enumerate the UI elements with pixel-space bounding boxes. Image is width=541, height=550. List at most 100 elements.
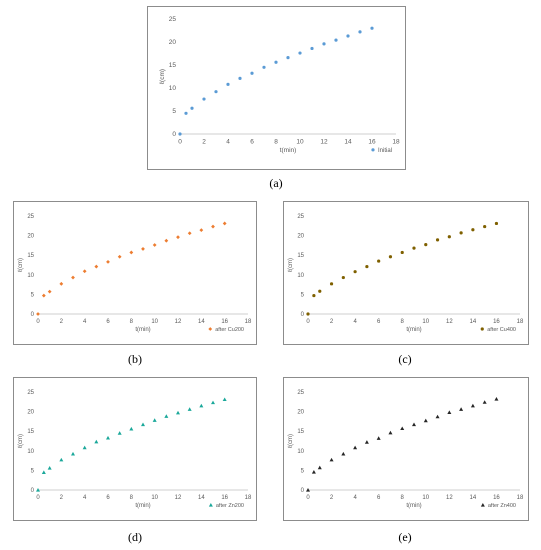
x-tick-label: 14 [198,319,205,325]
x-tick-label: 10 [151,319,158,325]
data-point [412,246,416,250]
data-point [334,38,338,42]
y-axis-label: ℓ(cm) [287,434,294,448]
y-tick-label: 20 [297,410,304,416]
data-point [94,439,99,444]
caption-c: (c) [398,352,412,366]
x-tick-label: 2 [202,139,206,146]
y-axis-label: ℓ(cm) [17,258,24,272]
data-point [141,247,145,251]
chart-d: 0 2 4 6 8 10 12 14 16 18 0 5 10 15 20 25 t(min) ℓ(cm) afte… [17,390,252,509]
x-tick-label: 8 [401,495,405,501]
data-point [226,82,230,86]
data-point [129,250,134,255]
legend-marker [371,148,375,152]
data-point [184,111,188,115]
x-tick-label: 18 [245,495,252,501]
y-tick-label: 0 [31,488,35,494]
legend-marker [208,327,213,331]
data-point [447,235,451,239]
x-tick-label: 18 [392,139,400,146]
x-tick-label: 2 [60,319,64,325]
legend-label: Initial [378,148,392,154]
data-point [187,407,192,411]
x-tick-label: 4 [226,139,230,146]
data-point [176,235,180,240]
data-point [483,224,487,229]
data-point [202,97,206,101]
data-point [152,418,157,422]
data-point [71,275,75,280]
x-tick-label: 16 [493,495,500,501]
x-axis-label: t(min) [406,503,421,509]
y-tick-label: 15 [297,253,304,259]
x-tick-label: 10 [151,495,158,501]
data-point [187,231,192,236]
data-point [41,293,46,298]
x-tick-label: 14 [198,495,205,501]
data-point [346,34,350,38]
data-point [494,397,499,401]
data-point [222,397,227,402]
x-tick-label: 0 [36,495,40,501]
y-tick-label: 15 [297,429,304,435]
x-tick-label: 6 [377,319,381,325]
data-point [199,403,204,408]
data-point [471,228,475,232]
chart-b: 0 2 4 6 8 10 12 14 16 18 0 5 10 15 20 25 t(min) ℓ(cm) afte… [17,214,252,333]
y-tick-label: 0 [172,131,176,138]
data-point [214,90,218,94]
data-point [388,255,393,259]
caption-d: (d) [128,530,142,544]
legend-label: after Cu400 [487,327,516,333]
data-point [117,431,122,435]
x-tick-label: 8 [401,319,405,325]
x-tick-label: 0 [36,319,40,325]
x-tick-label: 18 [245,319,252,325]
y-tick-label: 15 [27,253,34,259]
x-axis-label: t(min) [280,147,297,154]
x-axis-label: t(min) [135,503,150,509]
chart-c: 0 2 4 6 8 10 12 14 16 18 0 5 10 15 20 25 t(min) ℓ(cm) afte… [287,214,524,333]
legend-marker [208,503,213,507]
x-tick-label: 12 [175,319,182,325]
data-point [400,250,404,255]
data-point [447,410,452,414]
data-point [262,65,266,69]
data-point [94,264,99,269]
y-tick-label: 25 [169,16,177,23]
y-tick-label: 15 [169,62,177,69]
data-point [310,46,314,51]
x-tick-label: 16 [368,139,376,146]
x-axis-label: t(min) [135,327,150,333]
y-tick-label: 25 [297,214,304,220]
data-point [298,51,302,55]
y-tick-label: 5 [31,292,35,298]
data-point [329,457,334,462]
chart-panel-e: 0 2 4 6 8 10 12 14 16 18 0 5 10 15 20 25 t(min) ℓ(cm) afte… [283,377,529,521]
caption-a: (a) [269,176,283,190]
y-tick-label: 5 [301,468,305,474]
x-tick-label: 14 [470,495,477,501]
data-point [412,422,416,427]
data-point [47,466,52,470]
data-point [370,26,374,30]
data-point [36,488,40,492]
x-tick-label: 12 [320,139,328,146]
data-point [341,451,346,456]
data-point [329,282,334,286]
legend-label: after Zn400 [488,503,516,509]
data-point [222,221,227,226]
x-tick-label: 0 [178,139,182,146]
data-point [400,426,405,431]
data-point [459,231,463,235]
x-tick-label: 0 [306,495,310,501]
y-tick-label: 5 [301,292,305,298]
x-tick-label: 18 [517,319,524,325]
y-tick-label: 25 [297,390,304,396]
y-tick-label: 25 [27,390,34,396]
data-point [470,403,475,408]
y-tick-label: 0 [301,312,305,318]
y-tick-label: 5 [31,468,35,474]
y-axis-label: ℓ(cm) [287,258,294,272]
